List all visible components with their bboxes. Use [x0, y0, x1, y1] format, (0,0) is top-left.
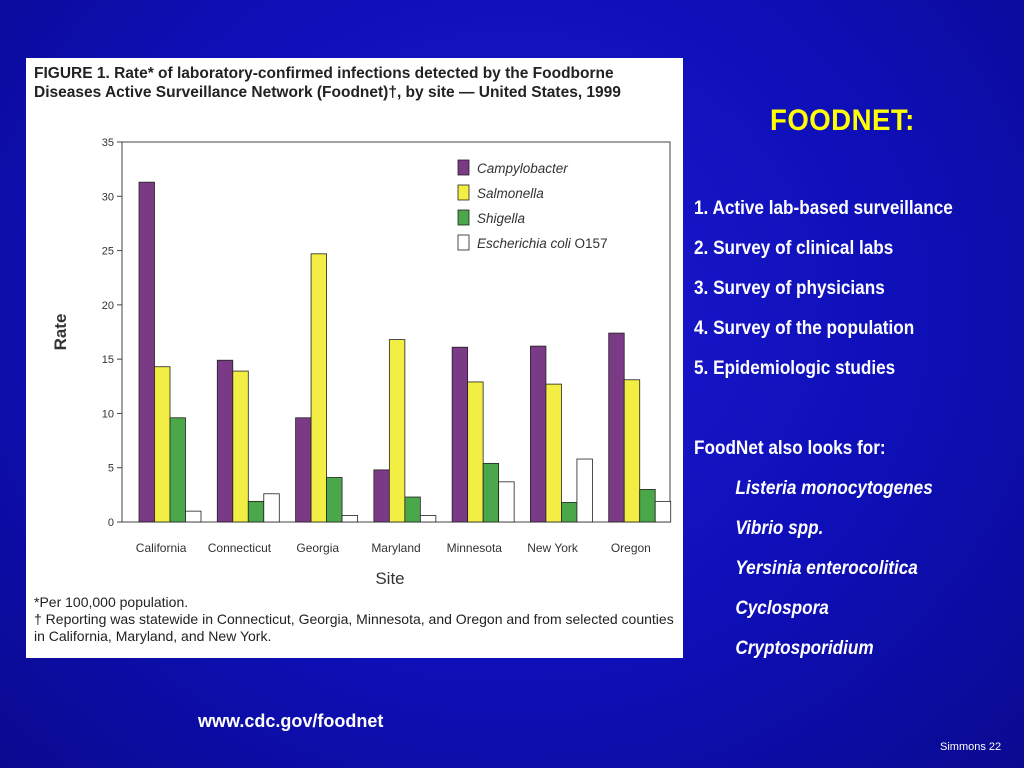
surveillance-item: 2. Survey of clinical labs [694, 237, 894, 259]
figure-footnotes: *Per 100,000 population. † Reporting was… [34, 594, 679, 645]
legend-label-suffix: O157 [571, 236, 608, 251]
bar-campylobacter [608, 332, 625, 523]
organism-item: Cryptosporidium [735, 637, 874, 659]
x-tick-label: Georgia [296, 541, 339, 555]
bar-salmonella [467, 381, 484, 523]
bar-shigella [326, 477, 343, 523]
bar-salmonella [154, 366, 171, 523]
slide-heading: FOODNET: [770, 104, 915, 137]
bar-shigella [169, 417, 186, 523]
x-tick-label: New York [527, 541, 579, 555]
bar-salmonella [232, 370, 249, 523]
bar-escherichia-coli [576, 458, 593, 523]
organism-item: Cyclospora [735, 597, 829, 619]
figure-title: FIGURE 1. Rate* of laboratory-confirmed … [34, 65, 621, 101]
organism-item: Vibrio spp. [735, 517, 824, 539]
bar-salmonella [623, 379, 641, 523]
foodnet-url: www.cdc.gov/foodnet [198, 711, 384, 731]
page-label: Simmons 22 [940, 741, 1002, 753]
bar-shigella [482, 462, 500, 523]
x-tick-label: Connecticut [208, 541, 272, 555]
bar-campylobacter [530, 345, 547, 523]
legend-label: Shigella [477, 211, 526, 226]
bar-shigella [561, 502, 578, 523]
y-tick-label: 25 [102, 246, 114, 258]
surveillance-item: 3. Survey of physicians [694, 277, 885, 299]
legend-swatch [457, 184, 470, 201]
bar-escherichia-coli [185, 510, 202, 523]
also-title: FoodNet also looks for: [694, 437, 886, 459]
legend-label: Escherichia coli O157 [477, 236, 608, 251]
also-looks-for: FoodNet also looks for: Listeria monocyt… [694, 428, 1020, 668]
bar-salmonella [545, 383, 562, 523]
footnote-reporting: † Reporting was statewide in Connecticut… [34, 611, 674, 644]
bar-escherichia-coli [654, 500, 672, 523]
bar-campylobacter [373, 469, 390, 523]
bar-shigella [639, 489, 656, 523]
x-tick-label: Maryland [371, 541, 420, 555]
bar-escherichia-coli [419, 515, 437, 523]
y-tick-label: 30 [102, 191, 114, 203]
bar-salmonella [388, 339, 406, 523]
bar-chart: 0 5 10 15 20 25 30 35 Rate California Connecticut G… [51, 137, 672, 588]
y-tick-label: 15 [102, 354, 114, 366]
bar-shigella [404, 496, 421, 523]
legend-swatch [457, 159, 470, 176]
figure-panel: 0 5 10 15 20 25 30 35 Rate California Connecticut G… [26, 58, 683, 658]
y-tick-label: 20 [102, 300, 114, 312]
y-tick-label: 10 [102, 408, 114, 420]
surveillance-item: 4. Survey of the population [694, 317, 915, 339]
y-axis-label: Rate [51, 314, 70, 351]
y-tick-label: 35 [102, 137, 114, 149]
surveillance-item: 5. Epidemiologic studies [694, 357, 896, 379]
bar-salmonella [310, 253, 327, 523]
y-tick-label: 5 [108, 463, 114, 475]
bar-campylobacter [138, 181, 155, 523]
bar-campylobacter [451, 346, 469, 523]
footnote-population: *Per 100,000 population. [34, 594, 189, 610]
bar-shigella [247, 500, 265, 523]
organism-item: Yersinia enterocolitica [735, 557, 918, 579]
organism-item: Listeria monocytogenes [735, 477, 933, 499]
surveillance-item: 1. Active lab-based surveillance [694, 197, 953, 219]
bar-campylobacter [295, 417, 312, 523]
legend-swatch [457, 234, 470, 251]
x-axis-label: Site [375, 569, 404, 588]
legend-label: Campylobacter [477, 161, 568, 176]
x-tick-label: Minnesota [447, 541, 503, 555]
y-tick-label: 0 [108, 517, 114, 529]
legend-label: Salmonella [477, 186, 544, 201]
surveillance-list: 1. Active lab-based surveillance 2. Surv… [694, 188, 1020, 388]
bar-escherichia-coli [341, 515, 358, 523]
bar-escherichia-coli [263, 493, 280, 523]
bar-campylobacter [216, 359, 234, 523]
legend-swatch [457, 209, 470, 226]
bar-escherichia-coli [498, 481, 515, 523]
x-tick-label: Oregon [611, 541, 651, 555]
x-tick-label: California [136, 541, 187, 555]
